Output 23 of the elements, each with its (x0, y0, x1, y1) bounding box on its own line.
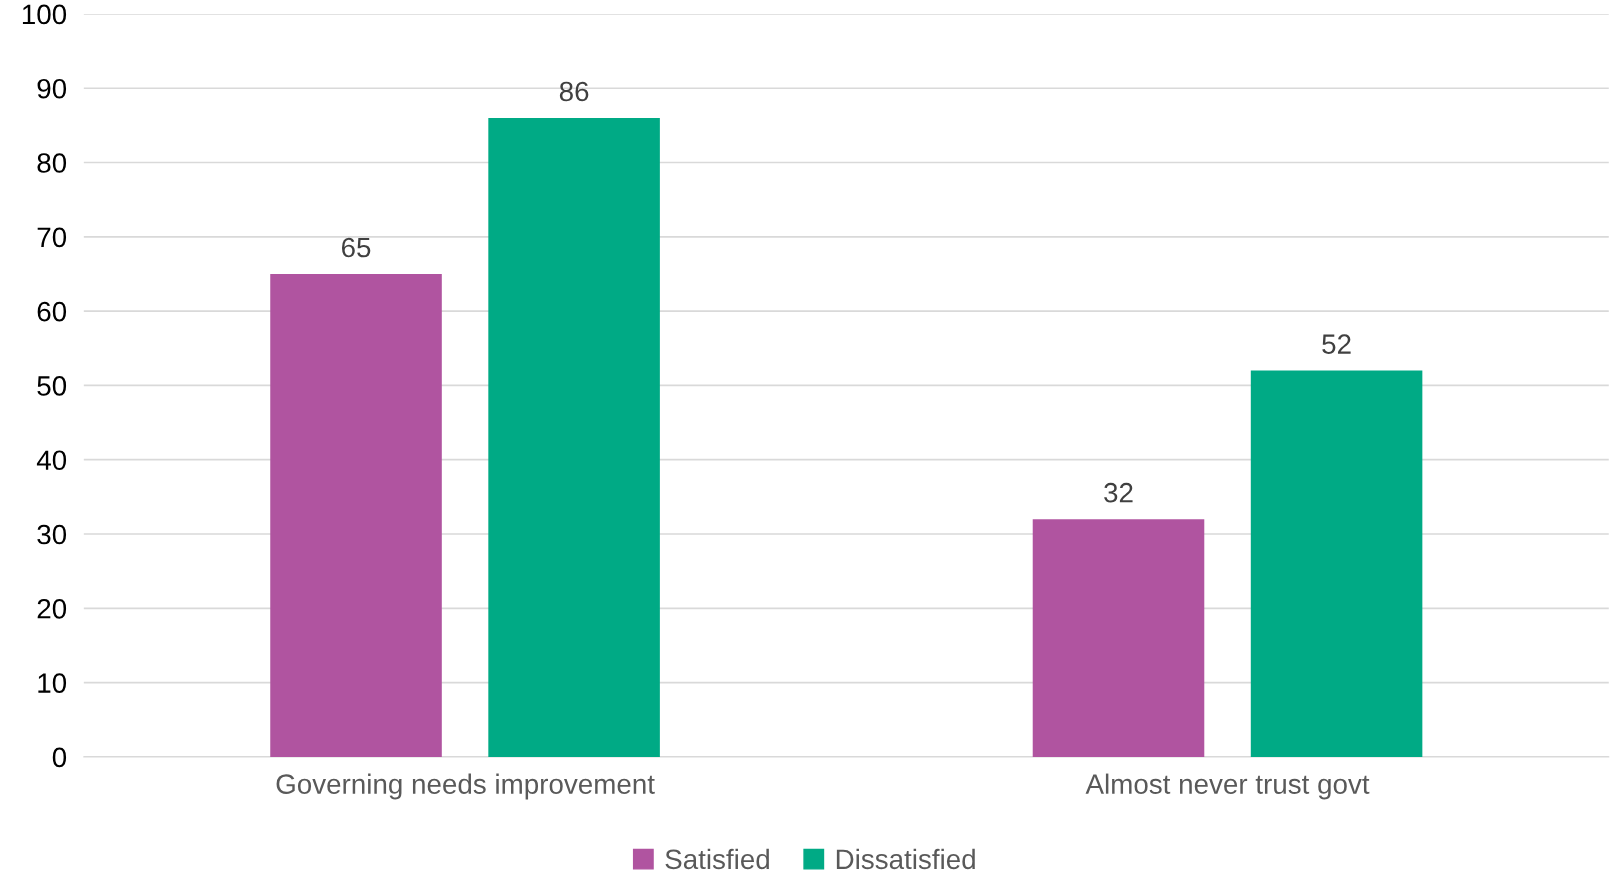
data-label: 86 (559, 81, 589, 102)
x-tick-label: Almost never trust govt (1085, 773, 1370, 800)
data-label: 65 (341, 237, 371, 258)
y-tick-label: 40 (36, 450, 67, 471)
y-tick-label: 80 (37, 153, 67, 173)
x-tick-label: Governing needs improvement (276, 773, 655, 800)
bar (270, 273, 442, 757)
y-tick-label: 30 (37, 524, 67, 545)
data-label: 32 (1104, 482, 1133, 503)
bar (1250, 370, 1423, 757)
y-tick-label: 10 (38, 673, 67, 693)
y-tick-label: 70 (37, 227, 67, 248)
y-tick-label: 0 (52, 747, 67, 768)
y-tick-label: 100 (22, 4, 67, 25)
legend-label: Dissatisfied (836, 848, 975, 870)
data-label: 52 (1322, 334, 1351, 354)
bar (1032, 519, 1205, 757)
bar (488, 117, 660, 757)
y-tick-label: 50 (37, 376, 67, 396)
y-tick-label: 60 (37, 301, 67, 322)
legend-label: Satisfied (665, 848, 769, 870)
y-tick-label: 90 (37, 78, 67, 99)
y-tick-label: 20 (37, 598, 67, 619)
